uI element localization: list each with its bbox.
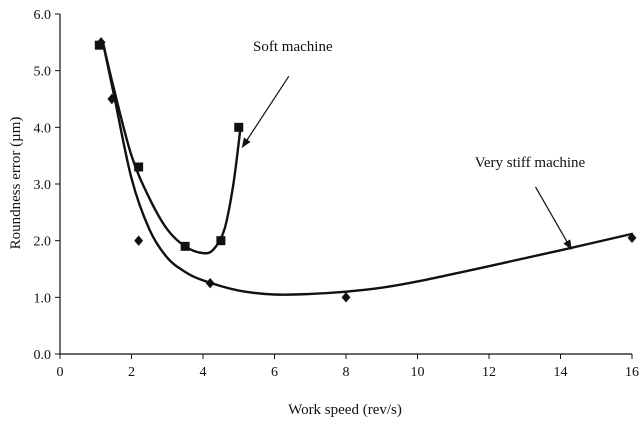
x-axis-title: Work speed (rev/s) <box>288 402 402 418</box>
x-tick-label: 0 <box>57 365 64 380</box>
x-tick-label: 6 <box>271 365 278 380</box>
x-tick-label: 10 <box>411 365 425 380</box>
data-point-soft-machine <box>234 122 244 132</box>
data-point-very-stiff-machine <box>96 37 106 48</box>
y-axis-ticks: 0.0 1.0 2.0 3.0 4.0 5.0 6.0 <box>34 8 60 363</box>
y-tick-label: 0.0 <box>34 348 52 363</box>
x-tick-label: 16 <box>625 365 639 380</box>
y-axis-title: Roundness error (µm) <box>8 117 24 250</box>
data-point-very-stiff-machine <box>107 93 117 105</box>
y-tick-label: 3.0 <box>34 178 52 193</box>
data-point-very-stiff-machine <box>341 292 351 303</box>
x-tick-label: 12 <box>482 365 496 380</box>
annotation-arrow-soft-machine <box>241 76 290 149</box>
data-point-soft-machine <box>216 236 226 246</box>
annotations: Soft machine Very stiff machine <box>241 39 586 251</box>
x-tick-label: 8 <box>343 365 350 380</box>
series-markers <box>94 37 637 303</box>
data-point-soft-machine <box>134 162 144 172</box>
y-tick-label: 6.0 <box>34 8 52 23</box>
y-tick-label: 4.0 <box>34 121 52 136</box>
data-point-very-stiff-machine <box>134 235 144 246</box>
series-line-very-stiff-machine <box>101 41 634 296</box>
y-tick-label: 1.0 <box>34 291 52 306</box>
x-tick-label: 4 <box>200 365 207 380</box>
x-tick-label: 2 <box>128 365 135 380</box>
annotation-arrow-very-stiff-machine <box>534 186 572 251</box>
data-point-very-stiff-machine <box>627 232 637 244</box>
annotation-label-soft-machine: Soft machine <box>253 39 333 55</box>
x-tick-label: 14 <box>554 365 568 380</box>
y-tick-label: 2.0 <box>34 235 52 250</box>
y-tick-label: 5.0 <box>34 65 52 80</box>
data-point-soft-machine <box>180 241 190 251</box>
x-axis-ticks: 0 2 4 6 8 10 12 14 16 <box>57 354 639 380</box>
data-point-very-stiff-machine <box>205 277 215 289</box>
annotation-label-very-stiff-machine: Very stiff machine <box>475 155 586 171</box>
axes <box>59 14 632 355</box>
